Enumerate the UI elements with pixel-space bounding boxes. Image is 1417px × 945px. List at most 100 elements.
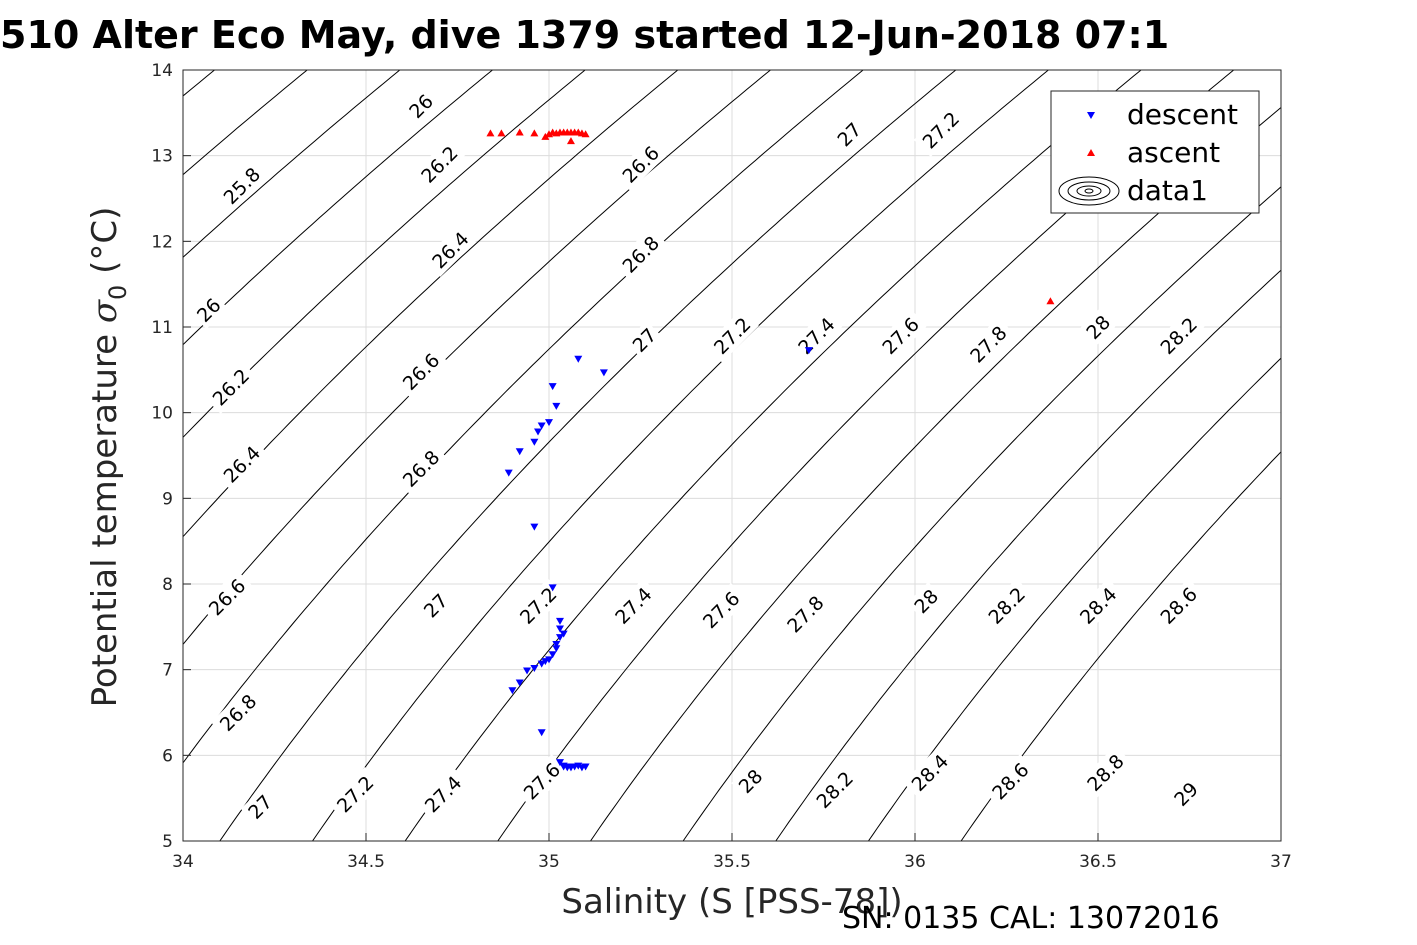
descent-point bbox=[548, 383, 557, 391]
contour-label-bg bbox=[511, 578, 565, 633]
contour-label-bg bbox=[979, 578, 1034, 633]
descent-point bbox=[515, 448, 524, 456]
y-tick-label: 11 bbox=[151, 318, 173, 338]
contour-line-27.4 bbox=[219, 70, 957, 841]
contour-label-bg bbox=[1151, 308, 1206, 363]
legend-descent-label: descent bbox=[1127, 98, 1238, 131]
x-tick-label: 35.5 bbox=[713, 852, 751, 872]
contour-label-bg bbox=[983, 754, 1038, 808]
ascent-point bbox=[497, 129, 506, 137]
y-tick-label: 10 bbox=[151, 404, 173, 424]
descent-point bbox=[508, 687, 517, 695]
descent-point bbox=[541, 658, 550, 666]
contour-label-bg bbox=[807, 762, 862, 817]
descent-point bbox=[804, 347, 813, 355]
ascent-point bbox=[566, 137, 575, 145]
contour-label-bg bbox=[913, 103, 968, 157]
x-tick-label: 35 bbox=[538, 852, 560, 872]
contour-label-bg bbox=[211, 685, 265, 740]
contour-label-bg bbox=[203, 360, 258, 414]
legend-contour-icon bbox=[1058, 176, 1120, 206]
descent-point bbox=[577, 764, 586, 772]
contour-label-bg bbox=[705, 308, 759, 363]
contour-label-bg bbox=[514, 754, 569, 808]
descent-point bbox=[515, 679, 524, 687]
descent-point bbox=[548, 651, 557, 659]
x-tick-label: 34.5 bbox=[347, 852, 385, 872]
descent-point bbox=[574, 355, 583, 363]
contour-line-28.6 bbox=[775, 269, 1281, 841]
y-tick-label: 8 bbox=[162, 575, 173, 595]
contour-line-28.8 bbox=[867, 357, 1281, 841]
contour-line-26.4 bbox=[183, 70, 493, 346]
contour-label-bg bbox=[200, 570, 254, 624]
contour-label-bg bbox=[606, 578, 661, 633]
y-tick-label: 6 bbox=[162, 746, 173, 766]
contour-label-bg bbox=[1166, 774, 1205, 813]
descent-point bbox=[555, 625, 564, 633]
y-tick-label: 12 bbox=[151, 232, 173, 252]
x-tick-label: 37 bbox=[1270, 852, 1292, 872]
descent-point bbox=[534, 428, 543, 436]
descent-point bbox=[555, 634, 564, 642]
y-axis-ticks: 5 6 7 8 9 10 11 12 13 14 bbox=[151, 61, 191, 852]
descent-point bbox=[545, 419, 553, 427]
descent-point bbox=[530, 438, 539, 446]
y-axis-label: Potential temperature σ0 (°C) bbox=[85, 207, 132, 708]
legend[interactable]: descent ascent data1 bbox=[1050, 90, 1260, 214]
contour-label-bg bbox=[1151, 578, 1206, 633]
contour-line-27 bbox=[183, 70, 771, 646]
contour-label-bg bbox=[394, 441, 448, 496]
descent-point bbox=[537, 660, 546, 668]
contour-label-bg bbox=[902, 745, 957, 800]
contour-label-bg bbox=[416, 586, 455, 625]
y-axis-label-unit: (°C) bbox=[85, 207, 125, 285]
legend-descent-marker bbox=[1087, 112, 1095, 119]
y-tick-label: 9 bbox=[162, 489, 173, 509]
descent-point bbox=[552, 640, 561, 648]
y-tick-label: 14 bbox=[151, 61, 173, 81]
ascent-point bbox=[530, 129, 539, 137]
y-axis-label-main: Potential temperature bbox=[85, 323, 125, 707]
contour-label-bg bbox=[778, 587, 833, 641]
contour-line-29 bbox=[960, 451, 1281, 841]
contour-label-bg bbox=[189, 290, 228, 329]
contour-label-bg bbox=[625, 320, 664, 359]
contour-label-bg bbox=[731, 761, 770, 801]
contour-label-bg bbox=[416, 767, 470, 821]
contour-label-bg bbox=[214, 158, 269, 213]
contour-label-bg bbox=[873, 308, 928, 363]
y-axis-label-sub: 0 bbox=[104, 285, 132, 300]
contour-label-bg bbox=[789, 308, 844, 363]
legend-ascent-label: ascent bbox=[1127, 136, 1220, 169]
y-axis-label-sigma: σ bbox=[85, 299, 125, 323]
contour-label-bg bbox=[613, 137, 668, 192]
contour-label-bg bbox=[214, 437, 269, 491]
x-tick-label: 36 bbox=[904, 852, 926, 872]
contour-label-bg bbox=[394, 344, 448, 399]
descent-point bbox=[555, 617, 564, 625]
x-tick-label: 34 bbox=[172, 852, 194, 872]
contour-label-bg bbox=[412, 137, 467, 192]
contour-line-26.6 bbox=[183, 70, 586, 439]
contour-label-bg bbox=[401, 86, 440, 126]
descent-point bbox=[530, 523, 539, 531]
contour-line-27.8 bbox=[404, 70, 1142, 841]
descent-point bbox=[537, 729, 546, 737]
contour-label-bg bbox=[1078, 745, 1133, 800]
descent-point bbox=[537, 422, 546, 430]
ascent-point bbox=[486, 129, 495, 137]
contour-label-bg bbox=[1071, 578, 1125, 633]
contour-line-26.2 bbox=[183, 70, 401, 259]
descent-point bbox=[552, 645, 561, 653]
y-tick-label: 7 bbox=[162, 661, 173, 681]
y-tick-label: 13 bbox=[151, 147, 173, 167]
descent-point bbox=[559, 763, 568, 771]
contour-label-bg bbox=[613, 227, 668, 282]
x-tick-label: 36.5 bbox=[1079, 852, 1117, 872]
y-tick-label: 5 bbox=[162, 832, 173, 852]
contour-label-bg bbox=[1078, 307, 1118, 347]
contour-label-bg bbox=[240, 787, 279, 826]
legend-ascent-marker bbox=[1087, 149, 1095, 156]
